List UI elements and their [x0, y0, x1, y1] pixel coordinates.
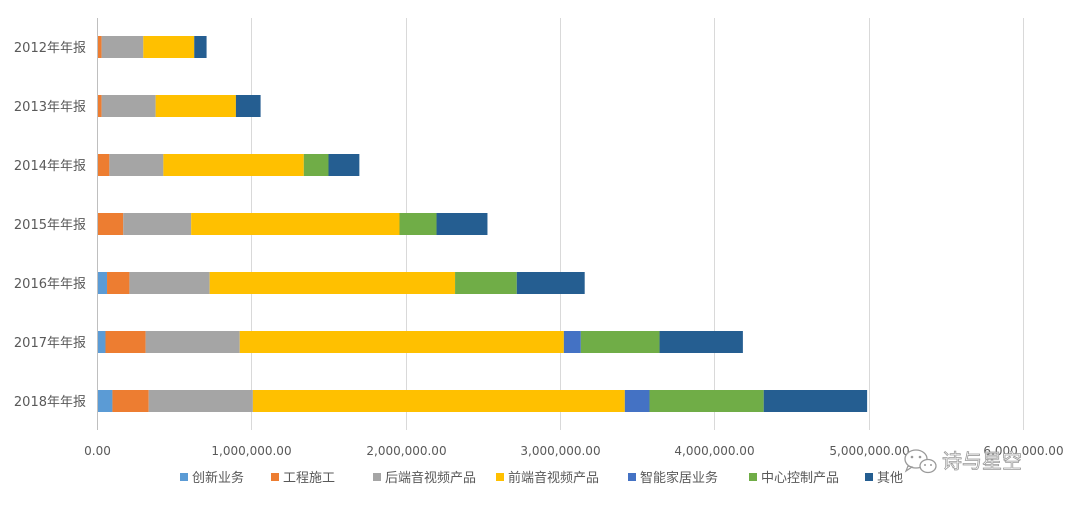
bar-segment [97, 95, 102, 117]
category-label: 2015年年报 [14, 218, 86, 233]
x-tick-label: 3,000,000.00 [520, 444, 600, 458]
bar-segment [97, 213, 124, 235]
watermark-text: 诗与星空 [942, 449, 1022, 473]
bar-segment [194, 36, 207, 58]
wechat-icon [904, 449, 937, 474]
bar-segment [145, 331, 240, 353]
legend-label: 中心控制产品 [761, 471, 839, 486]
value-axis: 0.00 1,000,000.00 2,000,000.00 3,000,000.00… [84, 18, 1064, 458]
bar-segment [163, 154, 304, 176]
x-tick-label: 2,000,000.00 [366, 444, 446, 458]
legend-swatch [628, 473, 636, 481]
bar-segment [97, 390, 113, 412]
bar-segment [123, 213, 192, 235]
bar-segment [303, 154, 329, 176]
category-label: 2013年年报 [14, 100, 86, 115]
bar-segment [763, 390, 868, 412]
bar-segment [624, 390, 650, 412]
bar-segment [112, 390, 149, 412]
category-label: 2017年年报 [14, 336, 86, 351]
x-tick-label: 4,000,000.00 [674, 444, 754, 458]
category-label: 2018年年报 [14, 395, 86, 410]
x-tick-label: 5,000,000.00 [829, 444, 909, 458]
bar-segment [148, 390, 253, 412]
category-label: 2016年年报 [14, 277, 86, 292]
bar-segment [399, 213, 437, 235]
legend-label: 其他 [877, 471, 903, 486]
bar-segment [235, 95, 261, 117]
bar-segment [107, 272, 130, 294]
legend-swatch [496, 473, 504, 481]
x-tick-label: 0.00 [84, 444, 111, 458]
x-tick-label: 6,000,000.00 [983, 444, 1063, 458]
legend-swatch [180, 473, 188, 481]
bar-segment [563, 331, 581, 353]
bar-segment [580, 331, 660, 353]
bar-segment [455, 272, 517, 294]
watermark: 诗与星空 [904, 449, 1022, 474]
legend-label: 创新业务 [192, 470, 244, 486]
bar-segment [516, 272, 585, 294]
category-label: 2014年年报 [14, 159, 86, 174]
legend-label: 智能家居业务 [640, 470, 718, 486]
legend-swatch [865, 473, 873, 481]
legend-label: 后端音视频产品 [385, 470, 476, 486]
bar-segment [328, 154, 360, 176]
category-axis: 2012年年报 2013年年报 2014年年报 2015年年报 2016年年报 2017年… [14, 41, 86, 410]
gridlines [251, 18, 1024, 430]
bar-segment [129, 272, 210, 294]
bar-segment [101, 36, 144, 58]
bar-segment [239, 331, 564, 353]
bar-segment [97, 154, 110, 176]
bar-segment [436, 213, 488, 235]
bar-segment [659, 331, 743, 353]
bar-segment [252, 390, 625, 412]
bar-segment [105, 331, 146, 353]
legend-swatch [373, 473, 381, 481]
legend: 创新业务 工程施工 后端音视频产品 前端音视频产品 智能家居业务 中心控制产品 其他 [180, 470, 903, 486]
bar-segment [155, 95, 236, 117]
bar-segment [109, 154, 164, 176]
bar-segment [97, 36, 102, 58]
bar-segment [649, 390, 764, 412]
bar-segment [101, 95, 156, 117]
category-label: 2012年年报 [14, 41, 86, 56]
bar-segment [143, 36, 195, 58]
bars [97, 36, 868, 412]
bar-segment [97, 331, 106, 353]
bar-segment [209, 272, 456, 294]
bar-segment [97, 272, 108, 294]
legend-swatch [271, 473, 279, 481]
legend-swatch [749, 473, 757, 481]
legend-label: 工程施工 [283, 471, 335, 486]
legend-label: 前端音视频产品 [508, 470, 599, 486]
x-tick-label: 1,000,000.00 [211, 444, 291, 458]
bar-segment [191, 213, 400, 235]
